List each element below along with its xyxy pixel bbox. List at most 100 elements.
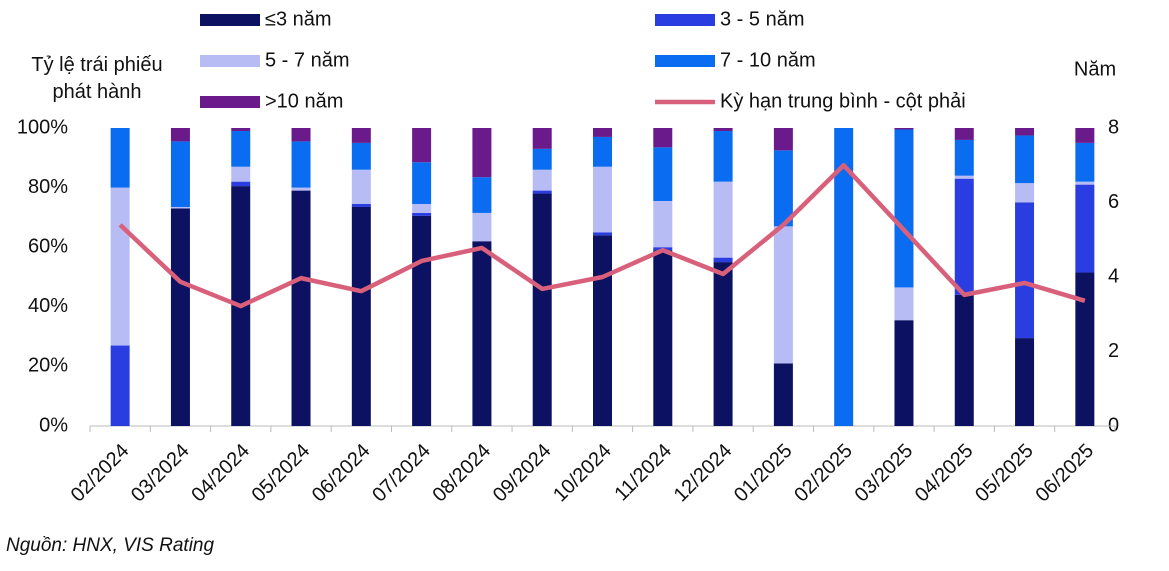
y2-tick-label: 0 xyxy=(1108,414,1119,436)
bar-segment xyxy=(351,203,371,207)
y-tick-label: 0% xyxy=(39,414,68,436)
bar-segment xyxy=(713,181,733,258)
bar-segment xyxy=(773,128,793,151)
bar-segment xyxy=(231,128,251,131)
bar-segment xyxy=(231,166,251,182)
x-tick-label: 09/2024 xyxy=(489,440,556,507)
bar-segment xyxy=(593,166,612,233)
bar-segment xyxy=(1075,184,1095,273)
x-tick-label: 05/2025 xyxy=(971,440,1038,507)
x-tick-label: 05/2024 xyxy=(248,440,315,507)
x-tick-label: 03/2024 xyxy=(127,440,194,507)
x-tick-label: 11/2024 xyxy=(610,440,676,506)
bar-segment xyxy=(532,148,552,170)
y2-tick-label: 6 xyxy=(1108,191,1119,213)
bar-segment xyxy=(532,169,552,191)
source-note: Nguồn: HNX, VIS Rating xyxy=(6,535,215,556)
bar-segment xyxy=(472,241,492,426)
x-tick-label: 07/2024 xyxy=(368,440,435,507)
y-axis-title: Tỷ lệ trái phiếu phát hành xyxy=(31,54,163,103)
bar-segment xyxy=(291,141,311,188)
legend-swatch xyxy=(655,14,715,26)
bar-segment xyxy=(231,181,251,187)
bar-segment xyxy=(593,235,612,426)
bar-segment xyxy=(472,212,492,242)
bar-segment xyxy=(110,128,130,188)
bar-segment xyxy=(291,190,311,426)
y2-tick-label: 8 xyxy=(1108,116,1119,138)
bar-segment xyxy=(653,201,673,248)
bar-segment xyxy=(894,129,914,288)
bar-segment xyxy=(593,128,612,137)
bar-segment xyxy=(110,345,130,426)
bar-segment xyxy=(773,363,793,426)
bar-segment xyxy=(412,203,432,213)
y-tick-label: 20% xyxy=(28,355,68,377)
bar-segment xyxy=(532,190,552,194)
bar-segment xyxy=(773,150,793,227)
bar-segment xyxy=(351,128,371,143)
bar-segment xyxy=(1015,183,1035,203)
bar-segment xyxy=(713,130,733,182)
bar-segment xyxy=(291,187,311,191)
x-tick-label: 04/2025 xyxy=(911,440,978,507)
bar-segment xyxy=(291,128,311,142)
x-tick-label: 01/2025 xyxy=(730,440,797,507)
bar-segment xyxy=(170,141,190,207)
y-tick-label: 80% xyxy=(28,176,68,198)
legend-label: 5 - 7 năm xyxy=(265,49,349,71)
x-tick-label: 12/2024 xyxy=(670,440,737,507)
bar-segment xyxy=(1015,202,1035,339)
bar-segment xyxy=(1075,272,1095,426)
bar-segment xyxy=(532,193,552,426)
x-tick-label: 06/2024 xyxy=(308,440,375,507)
bar-segment xyxy=(894,128,914,130)
bar-segment xyxy=(954,178,974,295)
bar-segment xyxy=(1015,135,1035,184)
bar-segment xyxy=(351,206,371,426)
y-tick-label: 40% xyxy=(28,295,68,317)
bar-segment xyxy=(170,128,190,142)
x-tick-label: 04/2024 xyxy=(187,440,254,507)
x-tick-label: 02/2024 xyxy=(67,440,134,507)
x-tick-label: 02/2025 xyxy=(790,440,857,507)
legend-swatch xyxy=(200,96,260,108)
bar-segment xyxy=(954,294,974,426)
bar-segment xyxy=(954,139,974,176)
y2-tick-label: 4 xyxy=(1108,265,1119,287)
bar-segment xyxy=(894,287,914,321)
x-tick-label: 06/2025 xyxy=(1031,440,1098,507)
x-tick-label: 03/2025 xyxy=(851,440,918,507)
x-tick-label: 08/2024 xyxy=(429,440,496,507)
y2-axis-title: Năm xyxy=(1074,58,1116,80)
y2-tick-label: 2 xyxy=(1108,340,1119,362)
bar-segment xyxy=(773,226,793,364)
bar-segment xyxy=(1075,142,1095,182)
legend-swatch xyxy=(200,14,260,26)
bar-segment xyxy=(1015,128,1035,136)
legend-label: >10 năm xyxy=(265,90,343,112)
bar-segment xyxy=(412,162,432,204)
bar-segment xyxy=(1075,181,1095,185)
bar-segment xyxy=(593,136,612,167)
bar-segment xyxy=(653,147,673,202)
bar-segment xyxy=(532,128,552,149)
bar-segment xyxy=(472,128,492,178)
bar-segment xyxy=(351,142,371,170)
x-tick-label: 10/2024 xyxy=(549,440,616,507)
y-tick-label: 60% xyxy=(28,235,68,257)
bar-segment xyxy=(653,128,673,148)
line-series xyxy=(118,163,1086,309)
bar-segment xyxy=(713,257,733,263)
bar-segment xyxy=(593,232,612,236)
bar-segment xyxy=(954,175,974,179)
bar-segment xyxy=(231,130,251,167)
bar-segment xyxy=(1015,338,1035,426)
bar-segment xyxy=(412,215,432,426)
bar-segment xyxy=(170,206,190,209)
bar-segment xyxy=(1075,128,1095,143)
legend-label: Kỳ hạn trung bình - cột phải xyxy=(720,90,966,112)
bar-segment xyxy=(954,128,974,140)
